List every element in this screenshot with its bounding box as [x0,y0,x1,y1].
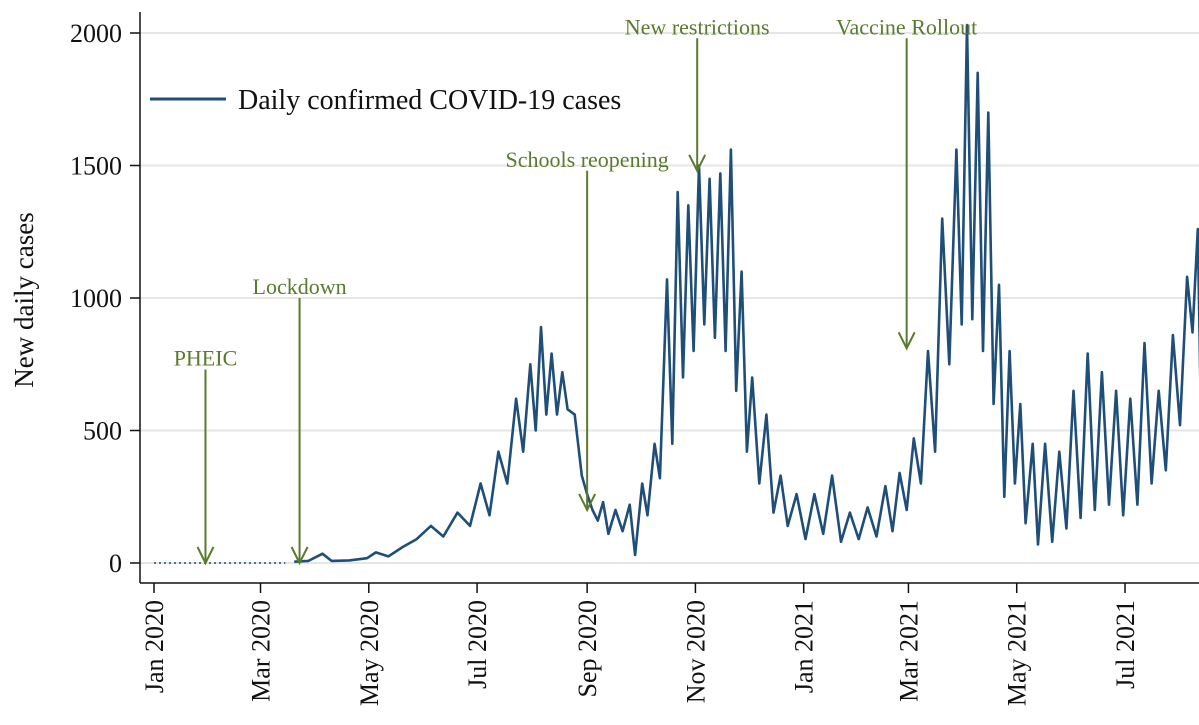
x-tick-label: May 2020 [355,600,384,706]
x-tick-label: Jan 2021 [790,600,819,693]
y-tick-label: 500 [83,417,122,446]
x-tick-label: Jul 2020 [463,600,492,689]
annotation-arrowhead [290,546,309,566]
y-tick-label: 2000 [70,19,122,48]
annotation-arrowhead [196,546,215,566]
series-layer [154,23,1199,564]
y-tick-label: 0 [109,549,122,578]
axes: 0 500 1000 1500 2000 Jan 2020 Mar 2020 May 2020… [70,12,1199,706]
annotation-label: Schools reopening [506,147,669,172]
x-tick-label: Nov 2020 [681,600,710,703]
annotation-arrowhead [688,154,707,174]
x-tick-label: Mar 2020 [247,600,276,702]
legend: Daily confirmed COVID-19 cases [150,85,621,116]
annotation-label: Lockdown [253,274,347,299]
y-axis-label: New daily cases [9,212,39,387]
annotation-label: New restrictions [625,14,770,39]
annotation-label: PHEIC [174,346,238,371]
x-tick-label: May 2021 [1003,600,1032,706]
x-tick-label: Sep 2020 [573,600,602,698]
annotation-arrowhead [578,493,597,513]
x-tick-label: Mar 2021 [894,600,923,702]
series-line [294,23,1199,563]
legend-entry: Daily confirmed COVID-19 cases [238,85,621,116]
x-tick-label: Jan 2020 [140,600,169,693]
annotations: PHEIC Lockdown Schools reopening New restri… [174,14,977,566]
annotation-arrowhead [897,331,916,351]
y-tick-label: 1500 [70,152,122,181]
x-tick-label: Jul 2021 [1111,600,1140,689]
annotation-label: Vaccine Rollout [836,14,977,39]
y-tick-label: 1000 [70,284,122,313]
